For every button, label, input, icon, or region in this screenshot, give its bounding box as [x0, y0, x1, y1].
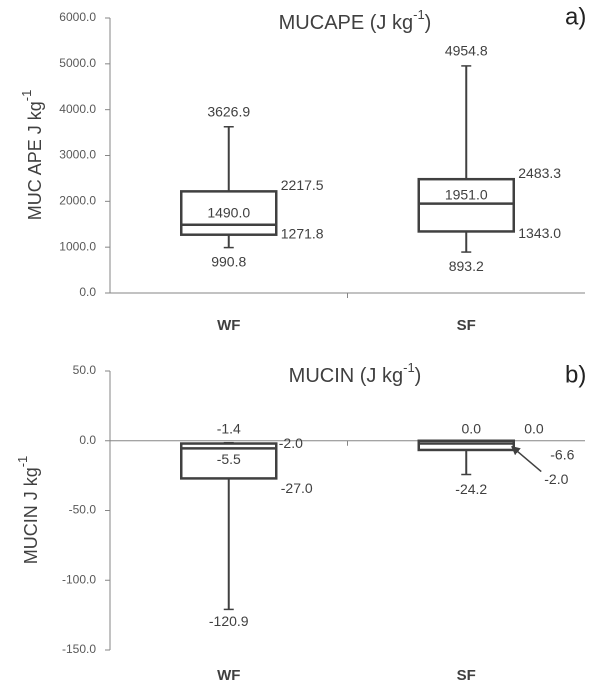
value-label: -2.0	[279, 435, 303, 451]
y-tick-label: 2000.0	[59, 194, 96, 208]
value-label: 2483.3	[518, 165, 561, 181]
leader-arrow	[511, 445, 542, 473]
y-label-superscript: -1	[15, 456, 30, 468]
y-label-text: MUCIN J kg	[21, 467, 41, 564]
title-text: MUCIN (J kg	[289, 365, 403, 387]
y-tick-label: 6000.0	[59, 10, 96, 24]
value-label: 0.0	[462, 420, 482, 436]
y-label-text: MUC APE J kg	[25, 101, 45, 220]
value-label: 1271.8	[281, 225, 324, 241]
value-label: -1.4	[217, 420, 241, 436]
value-label: 3626.9	[207, 103, 250, 119]
value-label: 1951.0	[445, 186, 488, 202]
y-tick-label: 4000.0	[59, 102, 96, 116]
value-label: 1490.0	[207, 204, 250, 220]
panel: -150.0-100.0-50.00.050.0 MUCIN (J kg-1) b)…	[15, 360, 586, 684]
y-tick-label: 5000.0	[59, 56, 96, 70]
value-label: -2.0	[544, 471, 568, 487]
box	[180, 190, 278, 236]
title-close: )	[415, 365, 422, 387]
y-tick-label: 3000.0	[59, 148, 96, 162]
y-tick-label: 50.0	[73, 363, 97, 377]
y-tick-label: -50.0	[69, 503, 97, 517]
x-tick-label: SF	[457, 317, 476, 334]
y-label-superscript: -1	[19, 90, 34, 102]
chart-title: MUCAPE (J kg-1)	[279, 7, 432, 34]
y-tick-label: -150.0	[62, 642, 96, 656]
x-tick-label: WF	[217, 667, 240, 684]
y-tick-label: -100.0	[62, 572, 96, 586]
value-label: 4954.8	[445, 43, 488, 59]
y-tick-label: 1000.0	[59, 239, 96, 253]
title-text: MUCAPE (J kg	[279, 12, 413, 34]
value-label: 0.0	[524, 420, 544, 436]
box	[417, 439, 515, 452]
value-label: -120.9	[209, 613, 249, 629]
value-label: 1343.0	[518, 225, 561, 241]
value-label: 893.2	[449, 258, 484, 274]
title-close: )	[425, 12, 432, 34]
panel-label: a)	[565, 3, 586, 30]
x-tick-label: WF	[217, 317, 240, 334]
value-label: -6.6	[550, 447, 574, 463]
title-superscript: -1	[403, 360, 415, 375]
value-label: 2217.5	[281, 177, 324, 193]
title-superscript: -1	[413, 7, 425, 22]
value-label: -27.0	[281, 480, 313, 496]
panel-label: b)	[565, 361, 586, 388]
chart-title: MUCIN (J kg-1)	[289, 360, 422, 387]
value-label: -5.5	[217, 451, 241, 467]
y-axis-label: MUC APE J kg-1	[19, 90, 44, 221]
y-tick-label: 0.0	[79, 433, 96, 447]
y-tick-label: 0.0	[79, 285, 96, 299]
value-label: -24.2	[455, 481, 487, 497]
y-axis-label: MUCIN J kg-1	[15, 456, 40, 565]
panel: 0.0 1000.0 2000.0 3000.0 4000.0 5000.0 6000.0 M…	[19, 3, 586, 334]
x-tick-label: SF	[457, 667, 476, 684]
box	[417, 177, 515, 233]
value-label: 990.8	[211, 253, 246, 269]
